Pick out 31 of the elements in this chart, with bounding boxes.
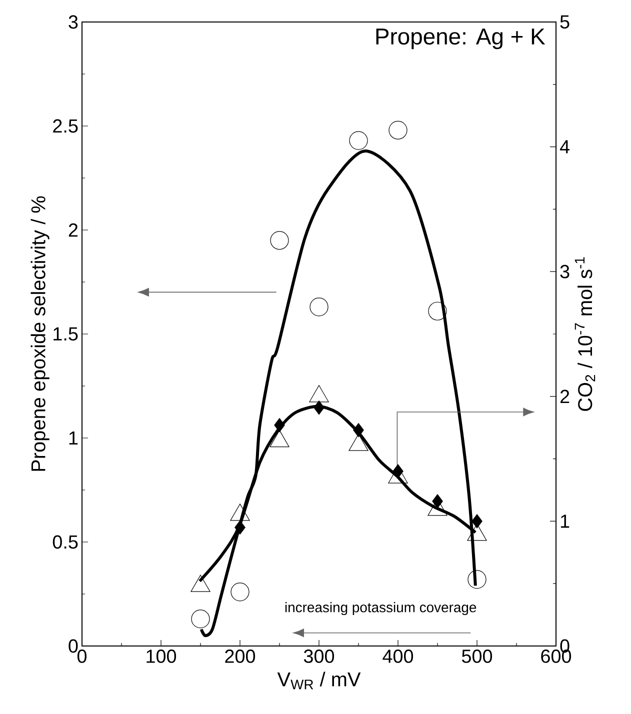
y-tick-label: 1.5	[54, 327, 78, 341]
y2-tick-label: 1	[560, 514, 570, 528]
y2-tick-label: 5	[560, 15, 570, 29]
point	[468, 570, 486, 589]
y2-tick-label: 2	[560, 390, 570, 404]
y2-axis-title: CO$_{2}$ / 10$^{-7}$ mol s$^{-1}$	[574, 257, 596, 411]
point	[230, 582, 250, 602]
point	[349, 131, 368, 150]
x-tick-label: 200	[225, 650, 256, 663]
y2-tick-label: 3	[560, 264, 570, 278]
x-tick-label: 400	[382, 650, 414, 663]
point	[270, 231, 289, 250]
annotation: increasing potassium coverage	[285, 602, 476, 616]
y-axis-title: Propene epoxide selectivity / %	[30, 196, 50, 471]
chart-title: Propene: Ag + K	[376, 28, 546, 50]
point	[191, 610, 210, 628]
x-axis-title: V$_{WR}$ / mV	[277, 672, 361, 690]
y-tick-label: 1	[69, 431, 78, 445]
y-tick-label: 3	[68, 15, 78, 29]
x-tick-label: 100	[146, 650, 176, 663]
y-tick-label: 0	[68, 639, 78, 653]
x-tick-label: 0	[77, 650, 87, 663]
y-tick-label: 2	[68, 223, 78, 237]
point	[388, 120, 408, 140]
point	[310, 298, 328, 316]
y-tick-label: 2.5	[53, 119, 78, 133]
point	[428, 302, 447, 320]
x-tick-label: 300	[304, 650, 334, 663]
x-tick-label: 500	[462, 650, 492, 663]
y-tick-label: 0.5	[52, 535, 78, 549]
y2-tick-label: 4	[560, 140, 570, 154]
